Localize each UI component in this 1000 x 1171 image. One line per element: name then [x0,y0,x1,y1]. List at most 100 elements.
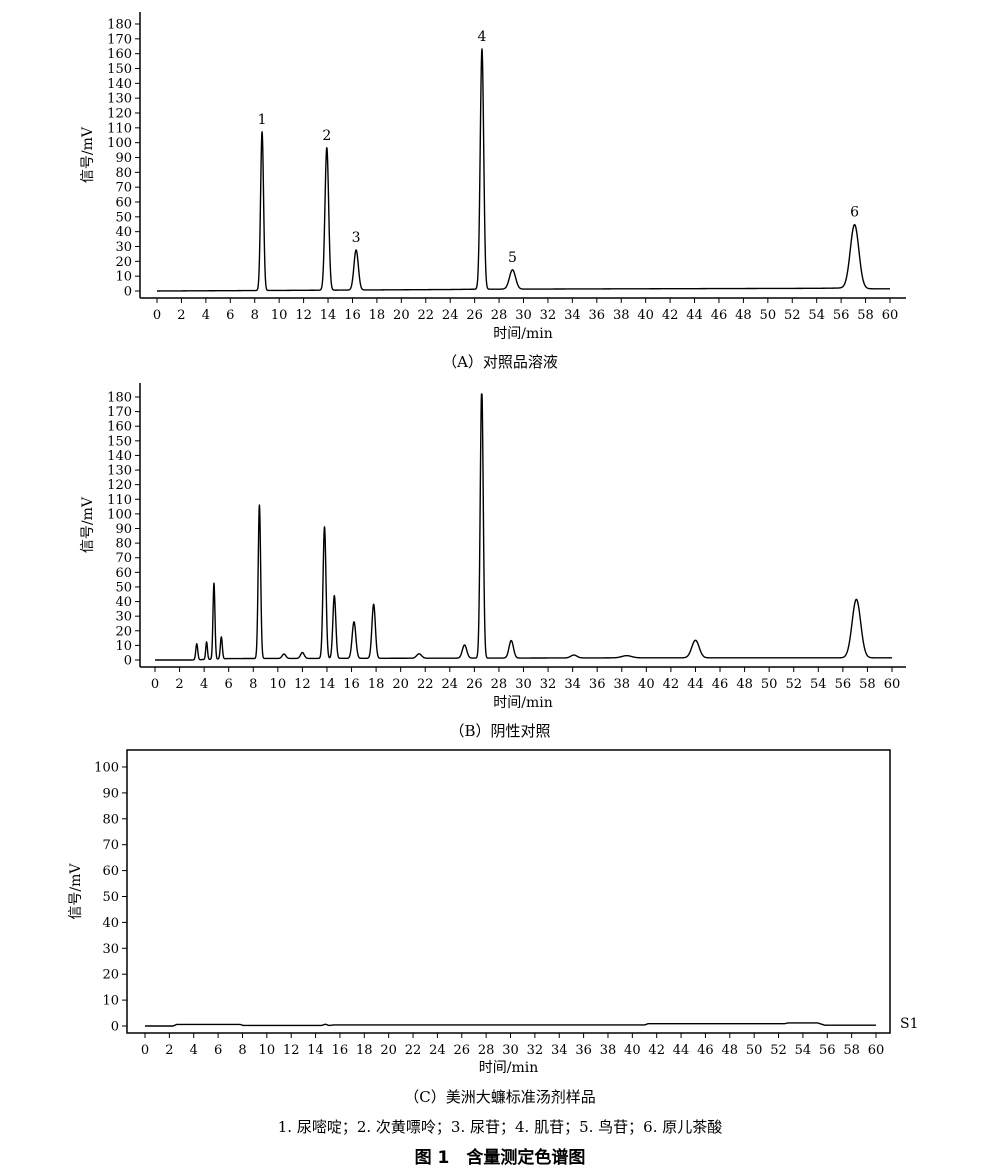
x-tick-label: 42 [662,308,679,323]
y-tick-label: 160 [107,420,132,435]
y-tick-label: 20 [102,968,119,983]
x-tick-label: 22 [405,1043,422,1058]
y-tick-label: 130 [107,464,132,479]
y-tick-label: 50 [102,890,119,905]
x-tick-label: 58 [859,677,876,692]
x-tick-label: 30 [515,677,532,692]
y-tick-label: 120 [107,478,132,493]
x-tick-label: 60 [884,677,901,692]
y-tick-label: 80 [102,812,119,827]
y-tick-label: 150 [107,62,132,77]
x-tick-label: 8 [251,308,259,323]
x-tick-label: 56 [819,1043,836,1058]
x-tick-label: 28 [478,1043,495,1058]
x-tick-label: 24 [429,1043,446,1058]
plot-frame [126,749,891,1034]
x-tick-label: 6 [225,677,233,692]
x-tick-label: 48 [722,1043,739,1058]
x-tick-label: 22 [417,308,434,323]
x-tick-label: 16 [332,1043,349,1058]
x-tick-label: 34 [564,677,581,692]
y-tick-label: 60 [102,864,119,879]
x-tick-label: 18 [369,308,386,323]
x-tick-label: 54 [810,677,827,692]
peak-legend: 1. 尿嘧啶；2. 次黄嘌呤；3. 尿苷；4. 肌苷；5. 鸟苷；6. 原儿茶酸 [277,1118,723,1136]
x-tick-label: 56 [833,308,850,323]
y-tick-label: 120 [107,107,132,122]
panel-a-reference-solution: 0102030405060708090100110120130140150160… [80,12,906,342]
x-tick-label: 58 [857,308,874,323]
x-tick-label: 38 [613,308,630,323]
x-tick-label: 48 [735,308,752,323]
x-tick-label: 44 [687,677,704,692]
x-tick-label: 26 [453,1043,470,1058]
x-tick-label: 12 [294,677,311,692]
y-tick-label: 70 [102,838,119,853]
chromatogram-trace [154,393,893,661]
peak-label: 6 [850,205,859,221]
y-tick-label: 90 [115,522,132,537]
x-tick-label: 46 [712,677,729,692]
y-tick-label: 110 [107,493,132,508]
x-tick-label: 4 [190,1043,198,1058]
y-tick-label: 10 [115,639,132,654]
x-tick-label: 14 [307,1043,324,1058]
x-tick-label: 32 [527,1043,544,1058]
x-tick-label: 14 [320,308,337,323]
x-tick-label: 2 [165,1043,173,1058]
x-tick-label: 4 [202,308,210,323]
y-tick-label: 80 [115,537,132,552]
x-tick-label: 30 [515,308,532,323]
y-tick-label: 10 [115,270,132,285]
peak-label: 5 [508,250,517,266]
y-tick-label: 10 [102,994,119,1009]
panel-b-caption: （B）阴性对照 [449,722,551,740]
x-tick-label: 32 [540,677,557,692]
y-tick-label: 140 [107,77,132,92]
y-tick-label: 180 [107,18,132,33]
y-tick-label: 150 [107,434,132,449]
y-tick-label: 0 [111,1020,119,1035]
peak-label: 2 [322,128,331,144]
panel-b-negative-control: 0102030405060708090100110120130140150160… [80,383,906,711]
x-tick-label: 10 [259,1043,276,1058]
y-tick-label: 70 [115,181,132,196]
y-tick-label: 100 [107,507,132,522]
y-tick-label: 70 [115,551,132,566]
x-tick-label: 58 [843,1043,860,1058]
y-tick-label: 90 [102,786,119,801]
y-tick-label: 50 [115,580,132,595]
y-tick-label: 140 [107,449,132,464]
x-tick-label: 26 [466,308,483,323]
x-tick-label: 40 [638,677,655,692]
y-tick-label: 170 [107,405,132,420]
x-tick-label: 22 [417,677,434,692]
y-tick-label: 30 [115,240,132,255]
x-tick-label: 44 [673,1043,690,1058]
figure-title: 图 1 含量测定色谱图 [414,1148,586,1168]
x-tick-label: 60 [882,308,899,323]
x-tick-label: 8 [249,677,257,692]
x-tick-label: 42 [648,1043,665,1058]
x-tick-label: 16 [343,677,360,692]
x-axis-label: 时间/min [493,326,553,342]
x-tick-label: 16 [344,308,361,323]
y-tick-label: 30 [102,942,119,957]
x-tick-label: 36 [589,308,606,323]
y-tick-label: 0 [124,654,132,669]
x-tick-label: 52 [785,677,802,692]
x-tick-label: 2 [175,677,183,692]
peak-label: 1 [258,112,267,128]
y-axis-label: 信号/mV [68,863,84,920]
y-tick-label: 40 [102,916,119,931]
x-tick-label: 34 [551,1043,568,1058]
x-tick-label: 14 [319,677,336,692]
y-tick-label: 40 [115,595,132,610]
panel-c-caption: （C）美洲大蠊标准汤剂样品 [404,1088,596,1106]
x-tick-label: 46 [697,1043,714,1058]
y-tick-label: 60 [115,566,132,581]
x-axis-label: 时间/min [493,695,553,711]
x-tick-label: 10 [271,308,288,323]
x-tick-label: 30 [502,1043,519,1058]
